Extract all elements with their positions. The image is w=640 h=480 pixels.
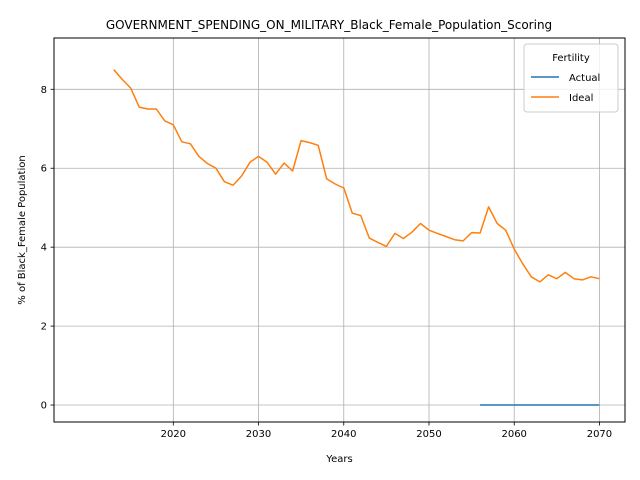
legend-label-ideal: Ideal <box>569 93 593 104</box>
x-tick-label: 2040 <box>331 429 356 440</box>
y-tick-label: 8 <box>41 85 47 96</box>
legend-label-actual: Actual <box>569 73 600 84</box>
x-tick-label: 2020 <box>161 429 186 440</box>
legend: Fertility Actual Ideal <box>523 43 619 113</box>
y-axis-title: % of Black_Female Population <box>17 155 28 304</box>
x-axis-title: Years <box>325 454 352 465</box>
y-axis: 0 2 4 6 8 <box>41 85 54 412</box>
plot-frame <box>53 37 626 423</box>
x-axis: 2020 2030 2040 2050 2060 2070 <box>161 422 612 440</box>
chart-title: GOVERNMENT_SPENDING_ON_MILITARY_Black_Fe… <box>106 18 552 32</box>
x-tick-label: 2030 <box>246 429 271 440</box>
y-tick-label: 4 <box>41 243 47 254</box>
y-tick-label: 2 <box>41 322 47 333</box>
y-tick-label: 6 <box>41 164 47 175</box>
series-layer <box>113 69 600 406</box>
y-tick-label: 0 <box>41 401 47 412</box>
x-tick-label: 2070 <box>587 429 612 440</box>
legend-title: Fertility <box>552 53 590 64</box>
legend-box <box>523 43 619 113</box>
x-tick-label: 2050 <box>416 429 441 440</box>
series-line-ideal <box>113 69 600 283</box>
x-tick-label: 2060 <box>501 429 526 440</box>
